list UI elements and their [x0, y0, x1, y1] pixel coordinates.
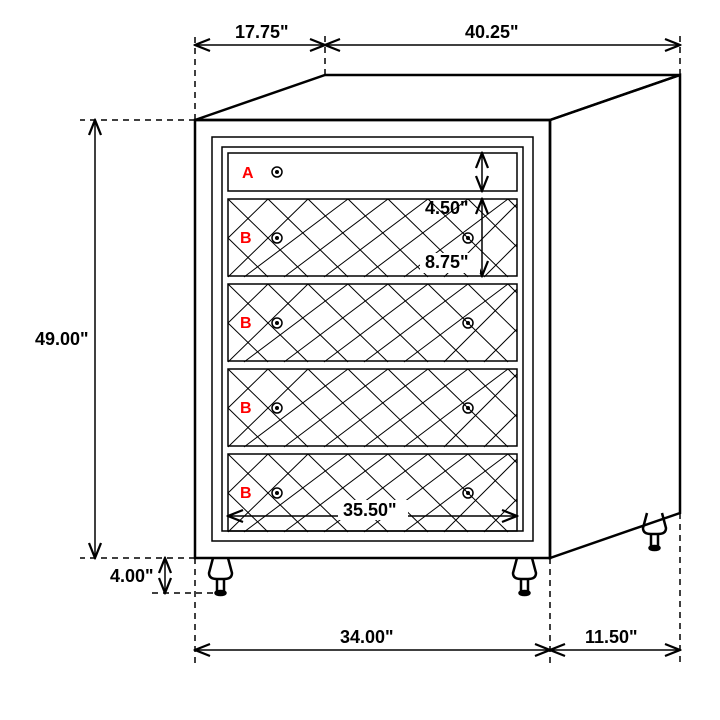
svg-text:B: B — [240, 230, 252, 247]
dim-drawer-a: 4.50" — [425, 198, 469, 218]
dim-bottom-side: 11.50" — [585, 627, 638, 647]
dim-inner-width: 35.50" — [343, 500, 397, 520]
dim-top-right: 40.25" — [465, 22, 519, 42]
dim-height: 49.00" — [35, 329, 89, 349]
dim-top-left: 17.75" — [235, 22, 289, 42]
legs — [209, 513, 666, 595]
drawer-b-2: B — [228, 284, 517, 362]
svg-text:B: B — [240, 315, 252, 332]
drawer-label-a: A — [242, 165, 254, 182]
drawer-b-3: B — [228, 369, 517, 447]
dim-bottom-front: 34.00" — [340, 627, 394, 647]
dim-leg: 4.00" — [110, 566, 154, 586]
svg-text:B: B — [240, 400, 252, 417]
dim-drawer-b: 8.75" — [425, 252, 469, 272]
furniture-dimension-diagram: A B B B B 17.75" 40.25" 49.00" 4.00" 4.5… — [0, 0, 720, 720]
drawer-b-4: B — [228, 454, 517, 532]
svg-text:B: B — [240, 485, 252, 502]
